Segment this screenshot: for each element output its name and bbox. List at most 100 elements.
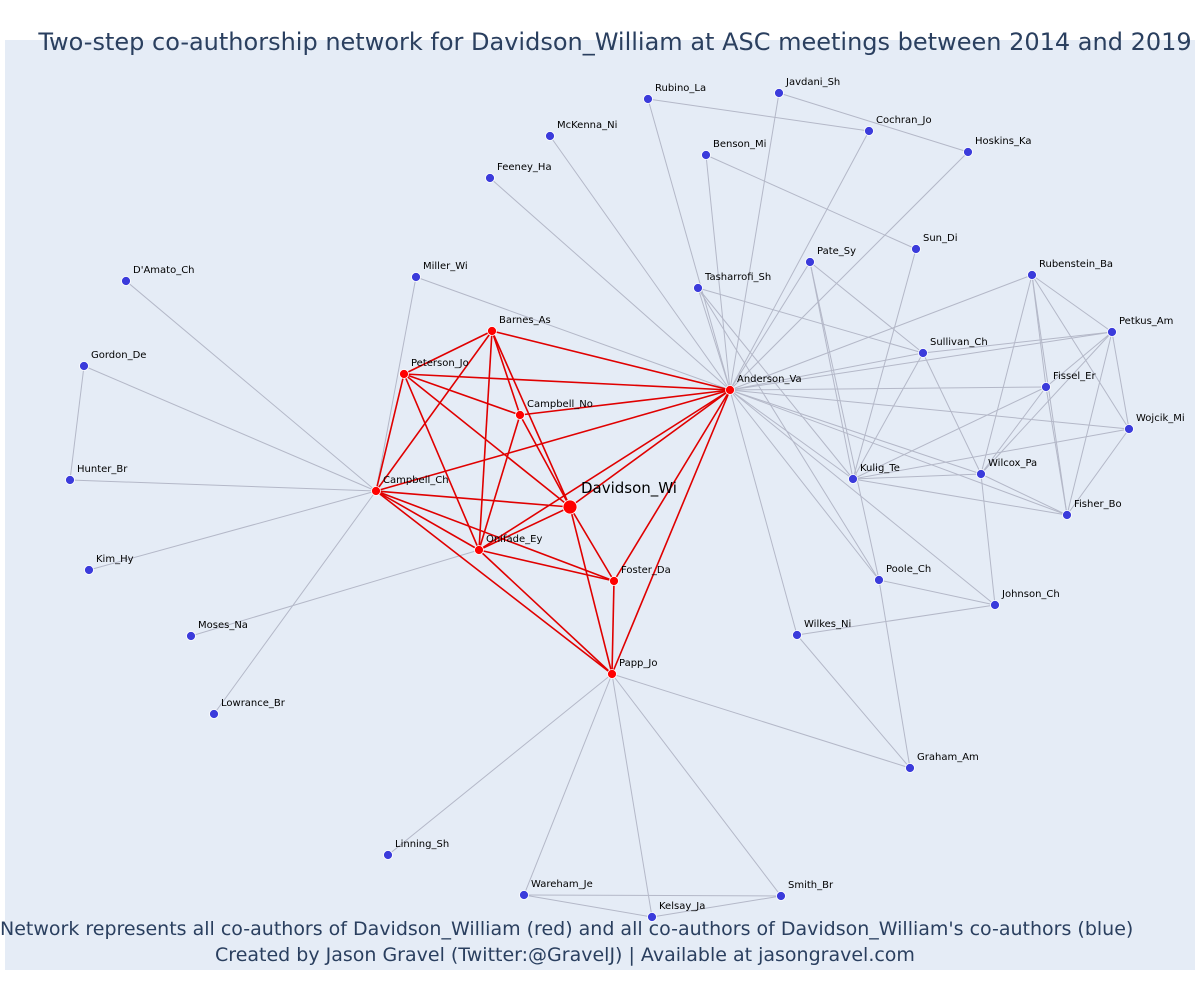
node-hoskins-ka[interactable] bbox=[963, 147, 973, 157]
edge bbox=[69, 365, 85, 481]
edge bbox=[697, 287, 880, 581]
node-label: Hunter_Br bbox=[77, 464, 128, 475]
node-wilcox-pa[interactable] bbox=[976, 469, 986, 479]
node-miller-wi[interactable] bbox=[411, 272, 421, 282]
edge bbox=[922, 352, 982, 475]
node-peterson-jo[interactable] bbox=[399, 369, 409, 379]
node-smith-br[interactable] bbox=[776, 891, 786, 901]
node-label: Linning_Sh bbox=[395, 839, 449, 850]
labels-layer: Davidson_Wi Anderson_Va Barnes_As Peterson_… bbox=[77, 77, 1185, 912]
node-gordon-de[interactable] bbox=[79, 361, 89, 371]
edge bbox=[478, 389, 731, 551]
edge bbox=[729, 389, 982, 475]
node-graham-am[interactable] bbox=[905, 763, 915, 773]
edge bbox=[1031, 274, 1113, 333]
node-label: Onifade_Ey bbox=[486, 534, 542, 545]
node-pate-sy[interactable] bbox=[805, 257, 815, 267]
node-benson-mi[interactable] bbox=[701, 150, 711, 160]
node-label: Tasharrofi_Sh bbox=[704, 272, 771, 283]
edge bbox=[519, 389, 731, 416]
node-fissel-er[interactable] bbox=[1041, 382, 1051, 392]
edge bbox=[403, 373, 480, 551]
node-barnes-as[interactable] bbox=[487, 326, 497, 336]
node-sullivan-ch[interactable] bbox=[918, 348, 928, 358]
edge bbox=[729, 389, 1068, 516]
edge bbox=[980, 331, 1113, 475]
network-plot-area bbox=[5, 40, 1195, 970]
edge bbox=[852, 386, 1047, 480]
node-javdani-sh[interactable] bbox=[774, 88, 784, 98]
node-label: Wojcik_Mi bbox=[1136, 413, 1185, 424]
node-campbell-ch[interactable] bbox=[371, 486, 381, 496]
node-moses-na[interactable] bbox=[186, 631, 196, 641]
edge bbox=[980, 274, 1033, 475]
node-label: McKenna_Ni bbox=[557, 120, 617, 131]
node-kulig-te[interactable] bbox=[848, 474, 858, 484]
edge bbox=[1045, 331, 1113, 388]
edge bbox=[729, 389, 1130, 430]
edge bbox=[697, 287, 854, 480]
node-label: Sun_Di bbox=[923, 233, 958, 244]
node-wareham-je[interactable] bbox=[519, 890, 529, 900]
node-mckenna-ni[interactable] bbox=[545, 131, 555, 141]
edge bbox=[647, 98, 731, 391]
edge bbox=[611, 389, 731, 675]
edge bbox=[697, 287, 731, 391]
node-sun-di[interactable] bbox=[911, 244, 921, 254]
node-foster-da[interactable] bbox=[609, 576, 619, 586]
edge bbox=[415, 276, 731, 391]
node-petkus-am[interactable] bbox=[1107, 327, 1117, 337]
edge bbox=[778, 92, 969, 153]
edge bbox=[1066, 428, 1130, 516]
edge bbox=[729, 389, 798, 636]
node-label: Wareham_Je bbox=[531, 879, 593, 890]
node-johnson-ch[interactable] bbox=[990, 600, 1000, 610]
node-label: Campbell_Ch bbox=[383, 475, 449, 486]
edge bbox=[729, 389, 854, 480]
node-label: Rubino_La bbox=[655, 83, 706, 94]
node-label: Hoskins_Ka bbox=[975, 136, 1031, 147]
edge bbox=[523, 894, 782, 897]
edge bbox=[878, 579, 911, 769]
edge bbox=[697, 287, 924, 354]
node-poole-ch[interactable] bbox=[874, 575, 884, 585]
edge bbox=[569, 506, 613, 675]
edge bbox=[809, 261, 924, 354]
node-cochran-jo[interactable] bbox=[864, 126, 874, 136]
node-linning-sh[interactable] bbox=[383, 850, 393, 860]
node-davidson-wi[interactable] bbox=[562, 499, 578, 515]
node-label: Pate_Sy bbox=[817, 246, 856, 257]
edge bbox=[809, 261, 854, 480]
node-fisher-bo[interactable] bbox=[1062, 510, 1072, 520]
node-label: Miller_Wi bbox=[423, 261, 468, 272]
node-label: Javdani_Sh bbox=[785, 77, 840, 88]
node-label: Cochran_Jo bbox=[876, 115, 932, 126]
edge bbox=[491, 330, 571, 508]
node-wojcik-mi[interactable] bbox=[1124, 424, 1134, 434]
node-label: Kulig_Te bbox=[860, 463, 900, 474]
node-kim-hy[interactable] bbox=[84, 565, 94, 575]
edge bbox=[478, 330, 493, 551]
node-label: Rubenstein_Ba bbox=[1039, 259, 1113, 270]
node-label: Feeney_Ha bbox=[497, 162, 552, 173]
node-rubenstein-ba[interactable] bbox=[1027, 270, 1037, 280]
node-kelsay-ja[interactable] bbox=[647, 912, 657, 922]
node-rubino-la[interactable] bbox=[643, 94, 653, 104]
node-label: D'Amato_Ch bbox=[133, 265, 195, 276]
edge bbox=[852, 473, 982, 480]
edge bbox=[549, 135, 731, 391]
edges-layer bbox=[69, 92, 1130, 918]
node-hunter-br[interactable] bbox=[65, 475, 75, 485]
edge bbox=[729, 274, 1033, 391]
node-feeney-ha[interactable] bbox=[485, 173, 495, 183]
node-anderson-va[interactable] bbox=[725, 385, 735, 395]
node-wilkes-ni[interactable] bbox=[792, 630, 802, 640]
edge bbox=[729, 389, 880, 581]
node-papp-jo[interactable] bbox=[607, 669, 617, 679]
node-d-amato-ch[interactable] bbox=[121, 276, 131, 286]
node-lowrance-br[interactable] bbox=[209, 709, 219, 719]
node-campbell-no[interactable] bbox=[515, 410, 525, 420]
node-onifade-ey[interactable] bbox=[474, 545, 484, 555]
node-tasharrofi-sh[interactable] bbox=[693, 283, 703, 293]
